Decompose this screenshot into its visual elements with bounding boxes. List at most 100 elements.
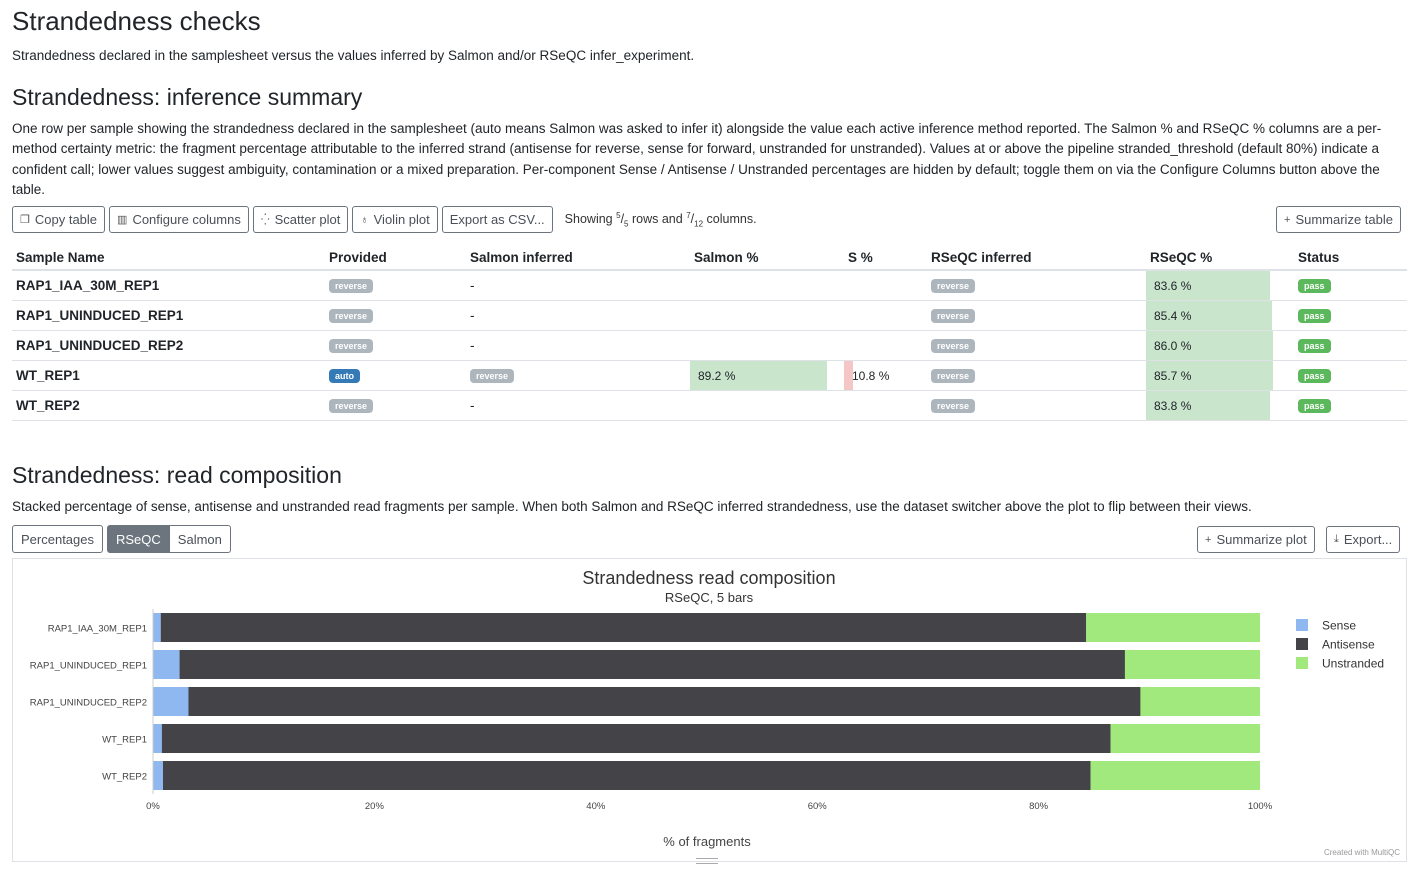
sample-name: RAP1_IAA_30M_REP1 [12,270,325,301]
salmon-inferred-value: - [470,337,475,353]
strand-badge: reverse [329,399,374,413]
bar-sense [153,724,162,753]
summarize-plot-button[interactable]: + Summarize plot [1197,526,1315,553]
percentages-button[interactable]: Percentages [12,525,103,553]
bar-unstranded [1086,613,1260,642]
export-plot-button[interactable]: ⤓ Export... [1326,526,1401,553]
pct-value: 86.0 % [1154,338,1192,353]
bar-sense [153,613,161,642]
salmon-inferred-value: - [470,277,475,293]
col-salmon-inferred[interactable]: Salmon inferred [466,242,690,271]
bar-unstranded [1140,687,1260,716]
composition-description: Stacked percentage of sense, antisense a… [12,499,1252,514]
plot-credit: Created with MultiQC [1323,848,1400,857]
col-salmon-pct[interactable]: Salmon % [690,242,844,271]
legend-label: Sense [1322,619,1356,633]
pct-bar-fill [1146,330,1274,360]
columns-icon: ▥ [117,214,128,226]
pct-value: 89.2 % [698,368,736,383]
x-axis-label: % of fragments [663,834,751,849]
pct-value: 85.4 % [1154,308,1192,323]
col-s-pct[interactable]: S % [844,242,927,271]
bar-sense [153,761,163,790]
category-label: WT_REP2 [102,772,147,783]
legend-swatch [1296,619,1308,631]
scatter-icon: ⁛ [260,214,270,226]
strand-badge: reverse [329,279,374,294]
strand-badge: reverse [931,279,976,294]
sample-name: RAP1_UNINDUCED_REP1 [12,300,325,331]
status-badge: pass [1298,339,1331,353]
status-badge: pass [1298,369,1331,383]
showing-count: Showing 5/5 rows and 7/12 columns. [564,210,757,229]
bar-sense [153,687,189,716]
category-label: RAP1_UNINDUCED_REP1 [30,661,147,672]
summarize-table-button[interactable]: + Summarize table [1276,206,1401,233]
bar-unstranded [1110,724,1260,753]
export-csv-label: Export as CSV... [449,212,545,227]
copy-table-label: Copy table [34,212,98,227]
pct-bar-fill [1146,271,1270,300]
x-tick-label: 20% [365,801,385,812]
pct-bar-fill [1146,390,1271,420]
violin-icon: ♁ [360,213,369,226]
category-label: WT_REP1 [102,735,147,746]
scatter-plot-label: Scatter plot [274,212,341,227]
category-label: RAP1_IAA_30M_REP1 [48,624,147,635]
dataset-salmon-button[interactable]: Salmon [169,525,231,553]
summarize-plot-label: Summarize plot [1216,532,1307,547]
chart-title: Strandedness read composition [582,568,835,588]
bar-antisense [161,724,1111,753]
strand-badge: reverse [931,399,976,413]
page-title: Strandedness checks [12,6,261,36]
col-rseqc-pct[interactable]: RSeQC % [1146,242,1294,271]
sample-name: WT_REP1 [12,360,325,391]
salmon-inferred-value: - [470,397,475,413]
configure-columns-button[interactable]: ▥ Configure columns [109,206,249,233]
col-rseqc-inferred[interactable]: RSeQC inferred [927,242,1146,271]
download-icon: ⤓ [1334,533,1339,545]
legend-label: Antisense [1322,638,1375,652]
pct-bar-fill [1146,360,1273,390]
plot-container: Strandedness read composition RSeQC, 5 ba… [12,558,1407,862]
sample-name: WT_REP2 [12,390,325,421]
scatter-plot-button[interactable]: ⁛ Scatter plot [252,206,349,233]
pct-bar-fill [1146,300,1273,330]
summary-heading: Strandedness: inference summary [12,83,363,110]
x-tick-label: 80% [1029,801,1049,812]
status-badge: pass [1298,309,1331,323]
table-row: WT_REP2 reverse - reverse 83.8 % pass [12,390,1407,421]
plus-icon: + [1205,533,1212,546]
col-sample-name[interactable]: Sample Name [12,242,325,271]
dataset-switcher: RSeQC Salmon [107,525,231,553]
export-csv-button[interactable]: Export as CSV... [441,206,553,233]
configure-columns-label: Configure columns [132,212,241,227]
legend-label: Unstranded [1322,657,1384,671]
pct-value: 83.8 % [1154,398,1192,413]
status-badge: pass [1298,399,1331,413]
plot-resize-handle[interactable] [696,858,718,864]
bar-unstranded [1124,650,1260,679]
summarize-table-label: Summarize table [1295,212,1393,227]
salmon-inferred-value: - [470,307,475,323]
col-status[interactable]: Status [1294,242,1407,271]
composition-chart: Strandedness read composition RSeQC, 5 ba… [30,568,1384,849]
table-row: RAP1_IAA_30M_REP1 reverse - reverse 83.6 % pa… [12,270,1407,301]
strand-badge: reverse [931,309,976,323]
dataset-rseqc-button[interactable]: RSeQC [107,525,170,553]
pct-value: 85.7 % [1154,368,1192,383]
status-badge: pass [1298,279,1331,294]
bar-sense [153,650,180,679]
summary-table: Sample Name Provided Salmon inferred Sal… [12,242,1407,421]
bar-antisense [188,687,1141,716]
export-plot-label: Export... [1343,532,1393,547]
strand-badge: reverse [470,369,515,383]
summary-description: One row per sample showing the strandedn… [12,120,1382,198]
copy-table-button[interactable]: ❐ Copy table [12,206,106,233]
chart-subtitle: RSeQC, 5 bars [665,590,754,605]
bar-antisense [162,761,1091,790]
strand-badge: reverse [329,309,374,323]
violin-plot-button[interactable]: ♁ Violin plot [352,206,438,233]
x-tick-label: 0% [146,801,160,812]
col-provided[interactable]: Provided [325,242,466,271]
